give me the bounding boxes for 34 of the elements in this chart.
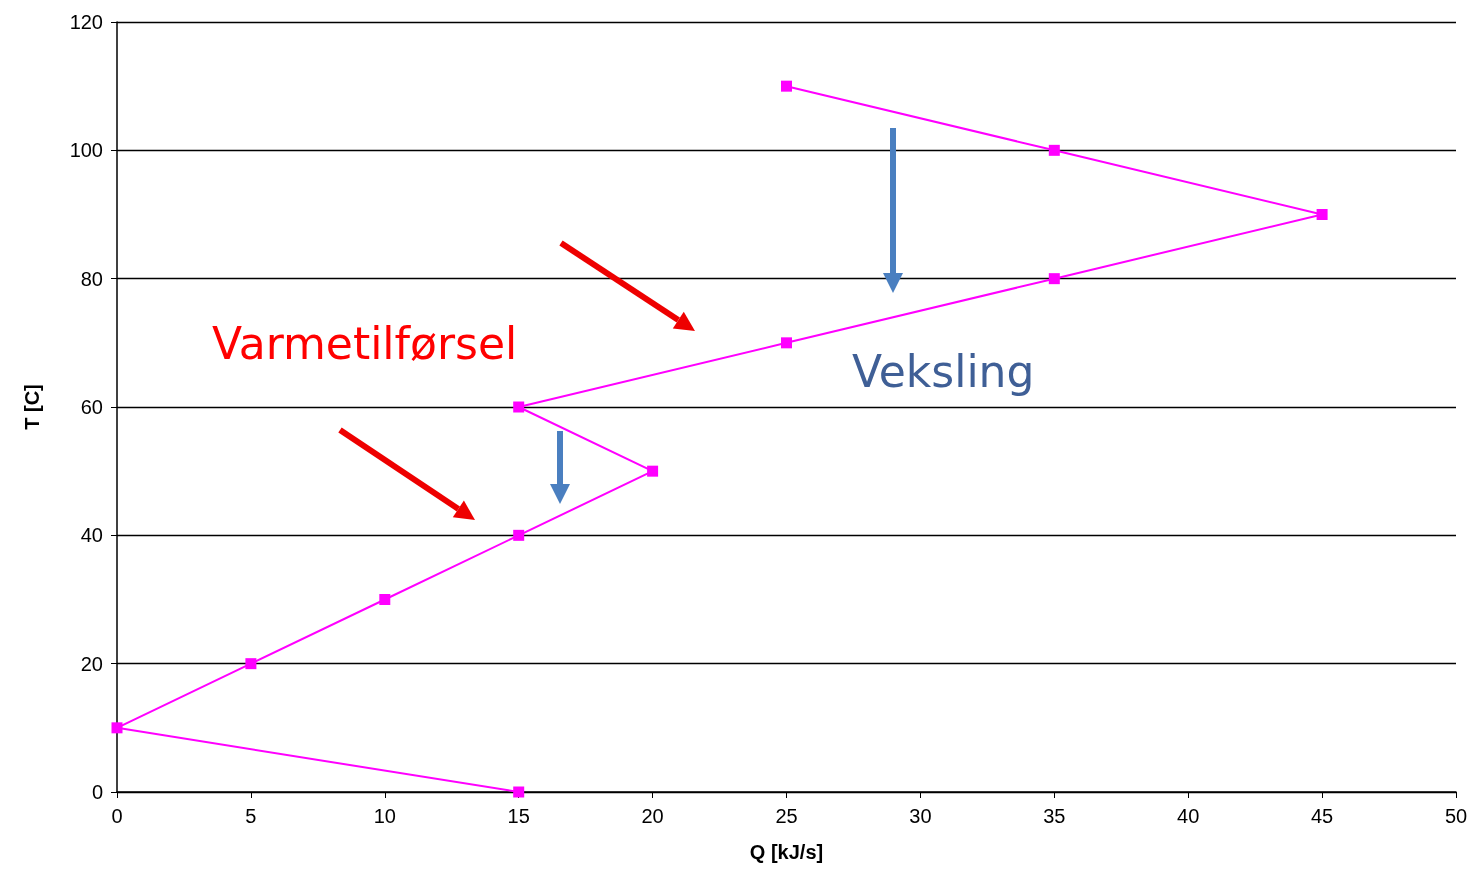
- annotation: Veksling: [852, 346, 1035, 397]
- x-tick-label: 20: [641, 805, 664, 827]
- point: [513, 529, 525, 541]
- point: [245, 658, 257, 670]
- x-tick-label: 50: [1444, 805, 1468, 827]
- y-tick-label: 60: [80, 396, 103, 418]
- y-tick-label: 40: [80, 524, 103, 547]
- y-tick-label: 20: [80, 652, 103, 675]
- x-tick-label: 0: [111, 805, 123, 827]
- y-tick-label: 0: [91, 781, 103, 803]
- point: [1316, 209, 1328, 220]
- x-tick-label: 35: [1043, 805, 1066, 827]
- x-tick-label: 45: [1310, 805, 1334, 827]
- point: [781, 80, 792, 92]
- x-tick-label: 30: [909, 805, 932, 827]
- x-axis-title: Q [kJ/s]: [749, 841, 824, 863]
- point: [111, 722, 123, 734]
- y-axis-title: T [C]: [21, 384, 43, 430]
- point: [1048, 273, 1060, 285]
- point: [1048, 144, 1060, 156]
- x-tick-label: 10: [373, 805, 396, 827]
- x-tick-label: 40: [1177, 805, 1200, 827]
- point: [513, 786, 525, 798]
- point: [379, 594, 391, 605]
- x-tick-label: 5: [245, 805, 257, 827]
- x-tick-label: 15: [507, 805, 530, 827]
- x-tick-label: 25: [775, 805, 798, 827]
- point: [513, 401, 525, 413]
- y-tick-label: 80: [80, 267, 103, 290]
- y-tick-label: 120: [69, 11, 103, 33]
- point: [647, 465, 659, 477]
- point: [781, 337, 792, 349]
- annotation: Varmetilførsel: [212, 318, 518, 369]
- y-tick-label: 100: [69, 139, 103, 162]
